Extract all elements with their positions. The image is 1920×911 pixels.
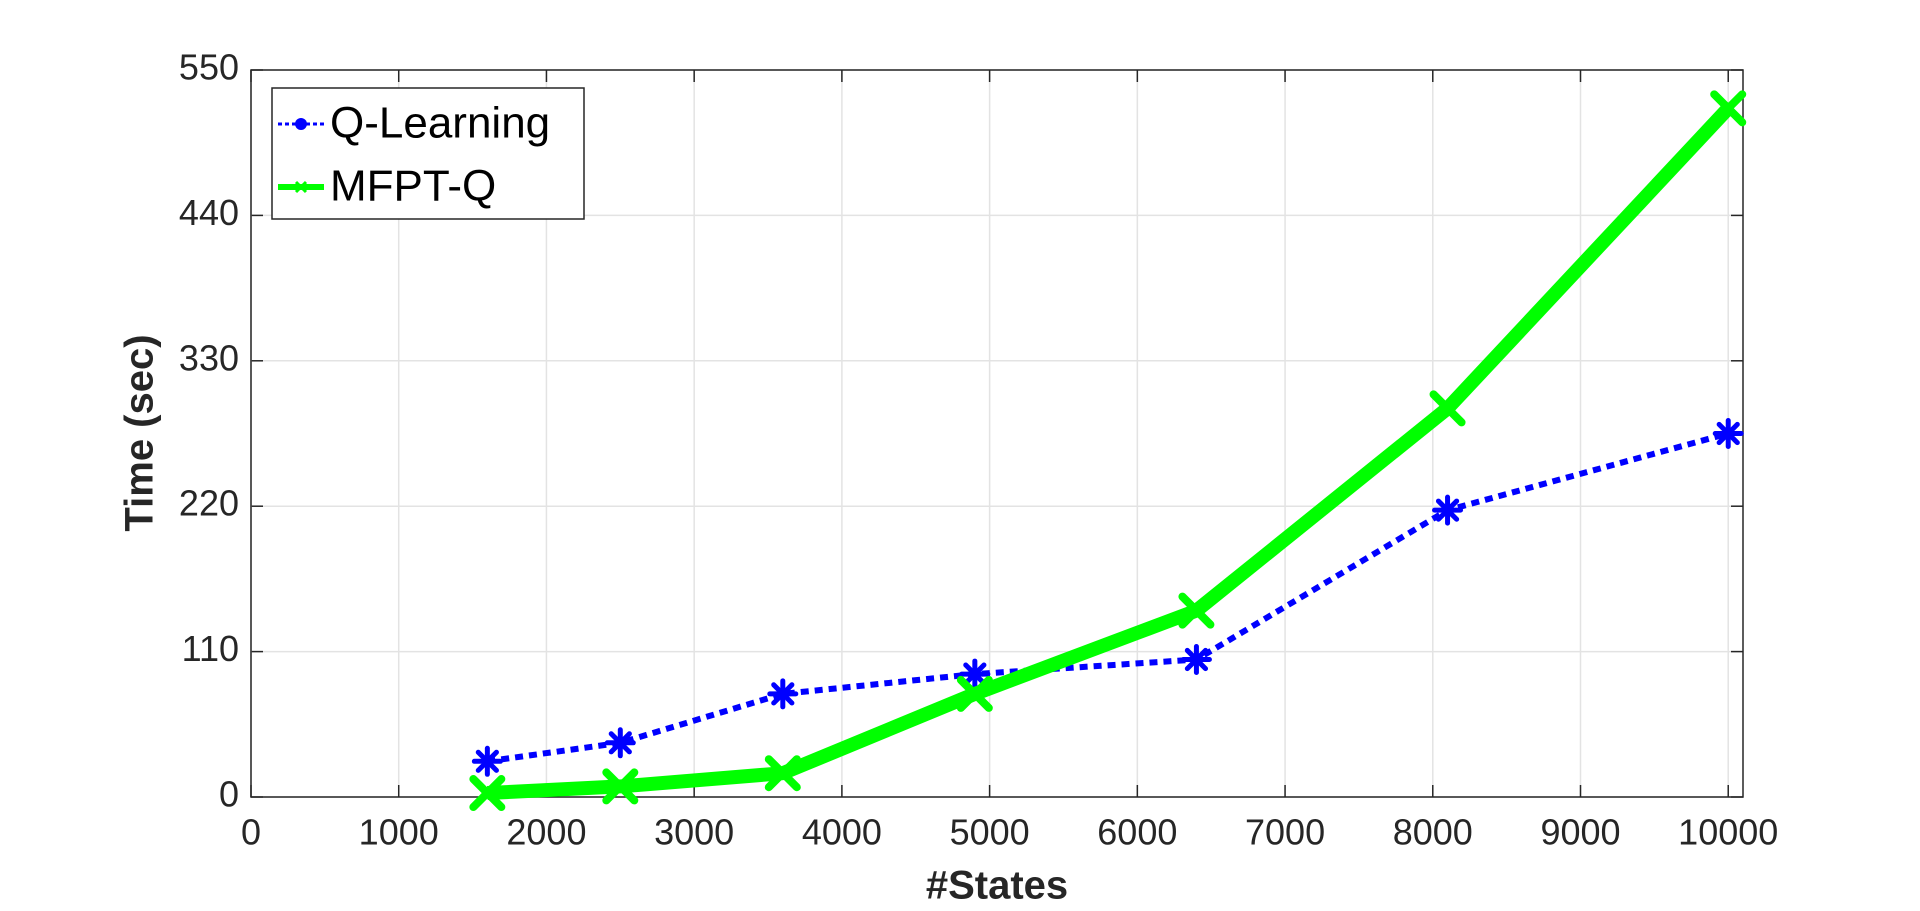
x-axis-label: #States: [926, 864, 1068, 908]
x-marker: [602, 768, 639, 805]
y-tick-label: 220: [179, 483, 239, 524]
x-marker: [1710, 90, 1747, 127]
star-marker: [471, 745, 503, 777]
x-marker: [956, 675, 993, 712]
marker-stroke: [956, 675, 993, 712]
x-marker: [1178, 592, 1215, 629]
marker-stroke: [1710, 90, 1747, 127]
x-tick-label: 0: [241, 812, 261, 853]
marker-stroke: [771, 682, 795, 706]
x-tick-label: 8000: [1393, 812, 1473, 853]
x-tick-label: 5000: [950, 812, 1030, 853]
x-marker: [764, 755, 801, 792]
marker-stroke: [1178, 592, 1215, 629]
y-tick-label: 110: [182, 628, 239, 669]
marker-stroke: [602, 768, 639, 805]
x-marker: [469, 775, 506, 812]
marker-stroke: [475, 749, 499, 773]
star-marker: [1712, 418, 1744, 449]
x-tick-label: 6000: [1097, 812, 1177, 853]
x-tick-label: 1000: [359, 812, 439, 853]
marker-stroke: [963, 662, 987, 686]
star-marker: [1180, 644, 1212, 676]
legend-label: MFPT-Q: [330, 162, 496, 211]
x-tick-label: 4000: [802, 812, 882, 853]
legend-box: [271, 87, 585, 220]
legend-marker: [295, 118, 307, 130]
marker-stroke: [469, 775, 506, 812]
marker-stroke: [1184, 647, 1209, 672]
star-marker: [767, 678, 799, 710]
marker-stroke: [1429, 390, 1466, 427]
y-tick-label: 440: [179, 192, 239, 233]
y-tick-label: 550: [179, 47, 239, 88]
marker-stroke: [764, 755, 801, 792]
y-tick-label: 330: [179, 337, 239, 378]
x-marker: [1429, 390, 1466, 427]
marker-stroke: [1716, 421, 1740, 446]
legend-label: Q-Learning: [330, 99, 550, 148]
x-tick-label: 10000: [1678, 812, 1778, 853]
legend-marker: [294, 180, 308, 194]
y-axis-label: Time (sec): [118, 334, 162, 531]
marker-stroke: [608, 731, 632, 755]
marker-stroke: [1435, 498, 1460, 522]
star-marker: [1432, 494, 1464, 526]
y-tick-label: 0: [219, 774, 239, 815]
x-tick-label: 9000: [1540, 812, 1620, 853]
x-tick-label: 3000: [654, 812, 734, 853]
x-tick-label: 7000: [1245, 812, 1325, 853]
star-marker: [604, 727, 636, 759]
star-marker: [959, 658, 991, 690]
x-tick-label: 2000: [506, 812, 586, 853]
